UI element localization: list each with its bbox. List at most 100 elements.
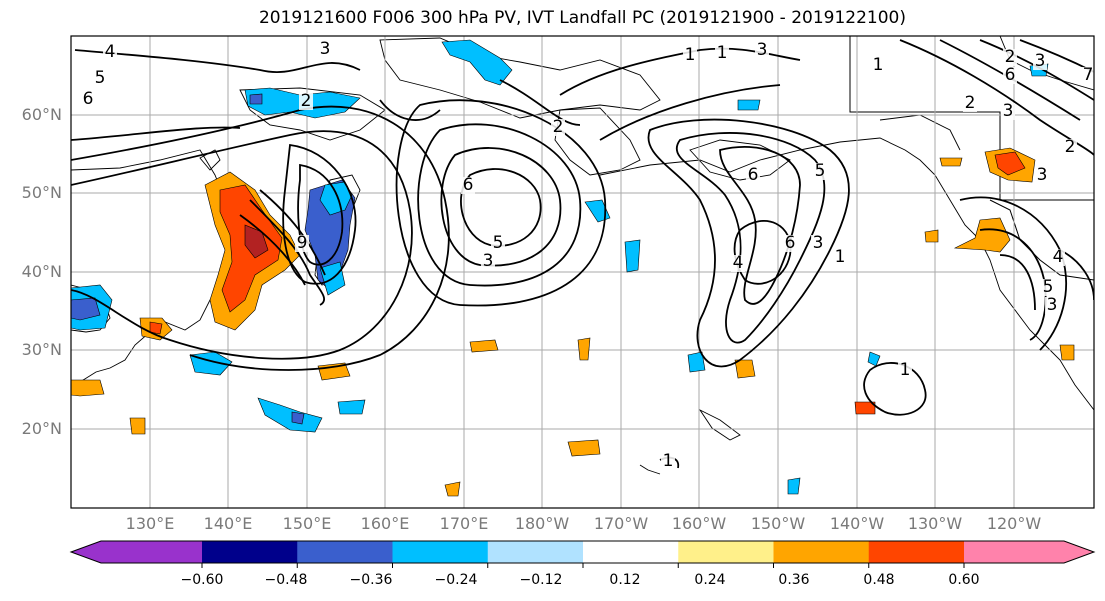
- colorbar: [69, 540, 1096, 568]
- contour-label-bg: [811, 235, 825, 252]
- contour-label: 5: [1043, 277, 1054, 297]
- contour-label: 3: [1003, 101, 1014, 121]
- contour-label: 4: [105, 42, 116, 62]
- contour-label: 2: [1065, 137, 1076, 157]
- contour-label-bg: [461, 177, 475, 194]
- contour-label-bg: [898, 362, 912, 379]
- contour-label: 2: [301, 91, 312, 111]
- gridlines: [71, 36, 1094, 508]
- contour-label-bg: [551, 119, 565, 136]
- contour-label-bg: [491, 235, 505, 252]
- contour-label-bg: [833, 249, 847, 266]
- contour-label: 9: [297, 233, 308, 253]
- contour-label-bg: [93, 70, 107, 87]
- colorbar-outline: [69, 540, 1096, 564]
- contour-label: 5: [815, 161, 826, 181]
- contour-label-bg: [963, 95, 977, 112]
- contour-label: 1: [873, 55, 884, 75]
- colorbar-extend-min: [71, 541, 202, 563]
- contour-label-bg: [1045, 297, 1059, 314]
- contour-label: 1: [663, 451, 674, 471]
- contour-label-bg: [1063, 139, 1077, 156]
- colorbar-tick-label: −0.60: [180, 572, 224, 588]
- lon-label-170w: 170°W: [593, 514, 649, 533]
- lat-label-60: 60°N: [21, 105, 62, 124]
- colorbar-segment: [297, 541, 393, 563]
- colorbar-extend-max: [964, 541, 1094, 563]
- contour-label: 6: [748, 165, 759, 185]
- contour-label: 6: [785, 233, 796, 253]
- lon-label-160w: 160°W: [671, 514, 727, 533]
- colorbar-tick-label: −0.36: [349, 572, 393, 588]
- contour-label-bg: [481, 253, 495, 270]
- contour-label: 3: [1035, 51, 1046, 71]
- contour-label-bg: [318, 41, 332, 58]
- contour-label: 5: [95, 68, 106, 88]
- lat-label-20: 20°N: [21, 419, 62, 438]
- colorbar-segment: [868, 541, 965, 563]
- colorbar-segment: [773, 541, 870, 563]
- contour-label-bg: [715, 45, 729, 62]
- lon-label-150e: 150°E: [282, 514, 332, 533]
- contour-label: 4: [733, 253, 744, 273]
- contour-label: 6: [1005, 65, 1016, 85]
- lon-label-180w: 180°W: [514, 514, 570, 533]
- contour-label-bg: [783, 235, 797, 252]
- contour-label: 6: [83, 89, 94, 109]
- colorbar-tick-label: −0.24: [434, 572, 478, 588]
- colorbar-segment: [678, 541, 774, 563]
- lon-label-150w: 150°W: [750, 514, 806, 533]
- lon-label-130e: 130°E: [125, 514, 175, 533]
- contour-label-bg: [81, 91, 95, 108]
- contour-label: 3: [483, 251, 494, 271]
- contour-label-bg: [299, 93, 313, 110]
- lon-label-120w: 120°W: [986, 514, 1042, 533]
- contour-label: 3: [320, 39, 331, 59]
- contour-label-bg: [1035, 167, 1049, 184]
- contour-label-bg: [1003, 49, 1017, 66]
- contour-label-bg: [1001, 103, 1015, 120]
- contour-label: 3: [1037, 165, 1048, 185]
- figure-title: 2019121600 F006 300 hPa PV, IVT Landfall…: [258, 8, 906, 28]
- contour-label: 7: [1083, 65, 1094, 85]
- lon-label-130w: 130°W: [907, 514, 963, 533]
- contour-label-bg: [683, 47, 697, 64]
- contour-label: 2: [1005, 47, 1016, 67]
- contour-label: 1: [717, 43, 728, 63]
- contour-label-bg: [1051, 249, 1065, 266]
- contour-label-bg: [746, 167, 760, 184]
- contour-label: 6: [463, 175, 474, 195]
- contour-label: 3: [757, 40, 768, 60]
- contour-label-bg: [1041, 279, 1055, 296]
- contour-label: 5: [493, 233, 504, 253]
- colorbar-tick-label: 0.48: [863, 572, 895, 588]
- lat-label-40: 40°N: [21, 262, 62, 281]
- colorbar-segment: [202, 541, 298, 563]
- contour-label-bg: [1081, 67, 1094, 84]
- contour-label: 4: [1053, 247, 1064, 267]
- contour-label-bg: [731, 255, 745, 272]
- contour-label: 1: [835, 247, 846, 267]
- contour-label-bg: [1003, 67, 1017, 84]
- contour-label-bg: [295, 235, 309, 252]
- colorbar-tick-label: 0.60: [948, 572, 980, 588]
- lon-label-140w: 140°W: [829, 514, 885, 533]
- lon-label-170e: 170°E: [439, 514, 489, 533]
- contour-label-bg: [661, 453, 675, 470]
- lat-label-50: 50°N: [21, 183, 62, 202]
- colorbar-tick-label: 0.12: [609, 572, 641, 588]
- colorbar-tick-label: −0.48: [264, 572, 308, 588]
- contour-label-bg: [755, 42, 769, 59]
- contour-label-bg: [813, 163, 827, 180]
- map-frame: [70, 35, 1095, 509]
- contour-label: 1: [685, 45, 696, 65]
- lon-label-140e: 140°E: [203, 514, 253, 533]
- colorbar-segment: [487, 541, 584, 563]
- lon-label-160e: 160°E: [360, 514, 410, 533]
- contour-label: 2: [553, 117, 564, 137]
- colorbar-segment: [392, 541, 489, 563]
- contour-label-bg: [103, 44, 117, 61]
